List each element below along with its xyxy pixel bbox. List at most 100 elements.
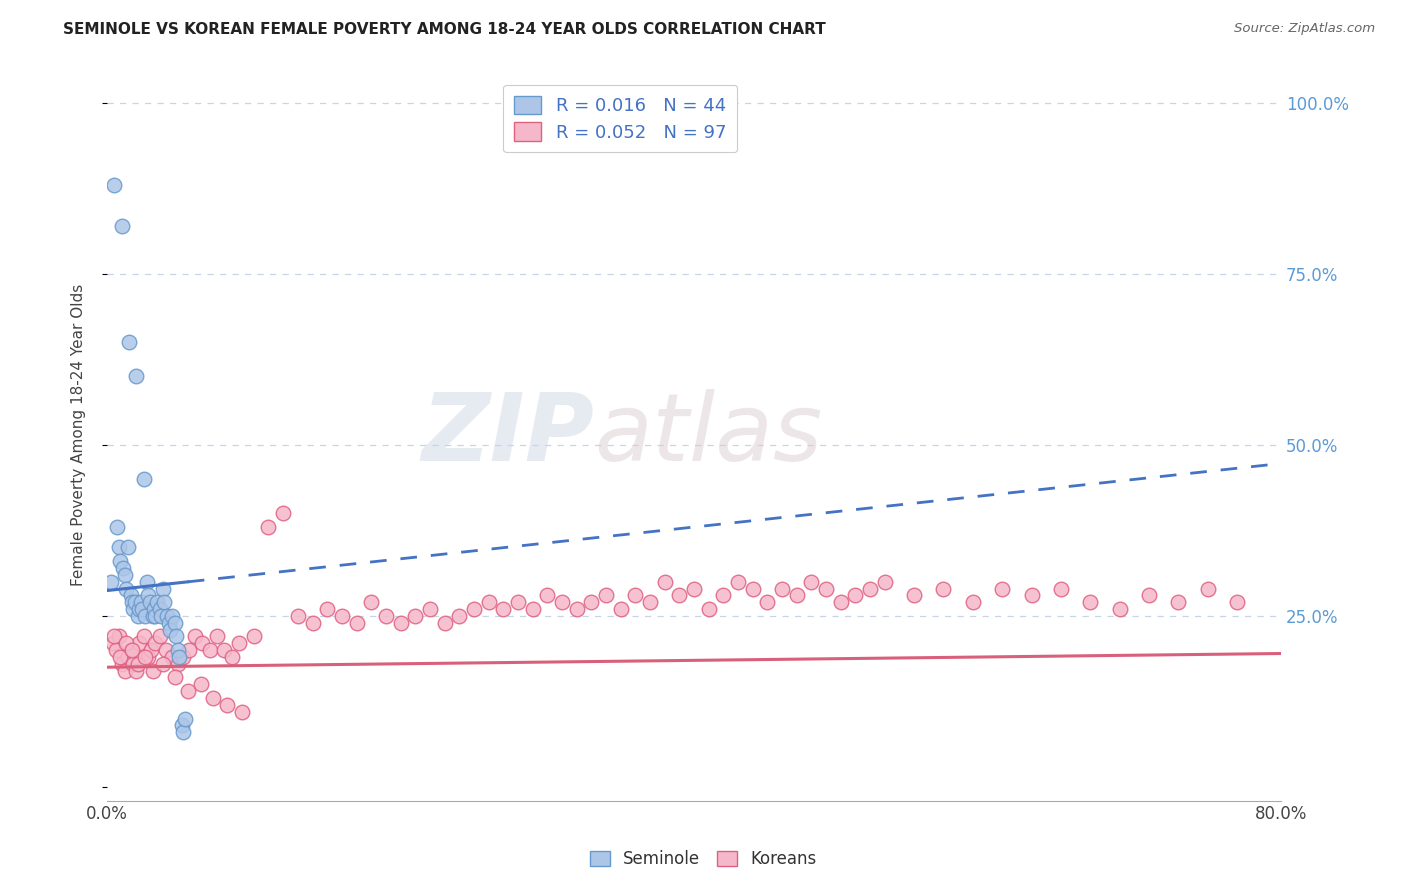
Point — [160, 608, 183, 623]
Point — [127, 608, 149, 623]
Legend: Seminole, Koreans: Seminole, Koreans — [583, 844, 823, 875]
Point — [638, 595, 661, 609]
Point — [122, 657, 145, 671]
Point — [135, 574, 157, 589]
Point — [172, 725, 194, 739]
Point — [117, 649, 139, 664]
Point — [128, 636, 150, 650]
Point — [903, 588, 925, 602]
Point — [581, 595, 603, 609]
Point — [1137, 588, 1160, 602]
Point — [166, 657, 188, 671]
Point — [595, 588, 617, 602]
Point — [120, 643, 142, 657]
Point — [152, 657, 174, 671]
Point — [205, 629, 228, 643]
Point — [132, 629, 155, 643]
Point — [160, 649, 183, 664]
Point — [170, 718, 193, 732]
Point — [478, 595, 501, 609]
Point — [536, 588, 558, 602]
Point — [374, 608, 396, 623]
Point — [873, 574, 896, 589]
Point — [167, 649, 190, 664]
Point — [134, 649, 156, 664]
Point — [139, 643, 162, 657]
Point — [136, 588, 159, 602]
Point — [711, 588, 734, 602]
Point — [271, 506, 294, 520]
Point — [157, 615, 180, 630]
Point — [830, 595, 852, 609]
Point — [741, 582, 763, 596]
Point — [105, 520, 128, 534]
Point — [159, 623, 181, 637]
Point — [1108, 602, 1130, 616]
Point — [121, 595, 143, 609]
Text: SEMINOLE VS KOREAN FEMALE POVERTY AMONG 18-24 YEAR OLDS CORRELATION CHART: SEMINOLE VS KOREAN FEMALE POVERTY AMONG … — [63, 22, 825, 37]
Point — [991, 582, 1014, 596]
Point — [136, 649, 159, 664]
Point — [110, 554, 132, 568]
Point — [150, 608, 173, 623]
Point — [127, 657, 149, 671]
Point — [257, 520, 280, 534]
Point — [433, 615, 456, 630]
Point — [103, 178, 125, 192]
Point — [131, 602, 153, 616]
Text: atlas: atlas — [595, 389, 823, 480]
Point — [121, 643, 143, 657]
Point — [152, 582, 174, 596]
Point — [129, 595, 152, 609]
Point — [110, 649, 132, 664]
Point — [177, 684, 200, 698]
Point — [668, 588, 690, 602]
Point — [124, 595, 146, 609]
Point — [609, 602, 631, 616]
Point — [844, 588, 866, 602]
Point — [316, 602, 339, 616]
Point — [134, 608, 156, 623]
Point — [770, 582, 793, 596]
Point — [138, 595, 160, 609]
Point — [492, 602, 515, 616]
Point — [111, 219, 134, 233]
Point — [163, 615, 186, 630]
Legend: R = 0.016   N = 44, R = 0.052   N = 97: R = 0.016 N = 44, R = 0.052 N = 97 — [503, 85, 737, 153]
Point — [142, 664, 165, 678]
Point — [221, 649, 243, 664]
Point — [859, 582, 882, 596]
Point — [243, 629, 266, 643]
Point — [156, 608, 179, 623]
Point — [145, 608, 167, 623]
Point — [112, 561, 135, 575]
Point — [132, 472, 155, 486]
Point — [111, 657, 134, 671]
Point — [166, 643, 188, 657]
Point — [100, 574, 122, 589]
Point — [463, 602, 485, 616]
Point — [146, 595, 169, 609]
Point — [683, 582, 706, 596]
Point — [190, 677, 212, 691]
Point — [115, 636, 138, 650]
Point — [449, 608, 471, 623]
Point — [756, 595, 779, 609]
Y-axis label: Female Poverty Among 18-24 Year Olds: Female Poverty Among 18-24 Year Olds — [72, 284, 86, 586]
Point — [506, 595, 529, 609]
Point — [108, 541, 131, 555]
Point — [962, 595, 984, 609]
Point — [153, 595, 176, 609]
Point — [149, 629, 172, 643]
Point — [179, 643, 201, 657]
Point — [114, 664, 136, 678]
Point — [108, 629, 131, 643]
Point — [198, 643, 221, 657]
Point — [155, 643, 177, 657]
Point — [122, 602, 145, 616]
Point — [125, 664, 148, 678]
Point — [727, 574, 749, 589]
Point — [346, 615, 368, 630]
Point — [118, 335, 141, 350]
Text: ZIP: ZIP — [422, 389, 595, 481]
